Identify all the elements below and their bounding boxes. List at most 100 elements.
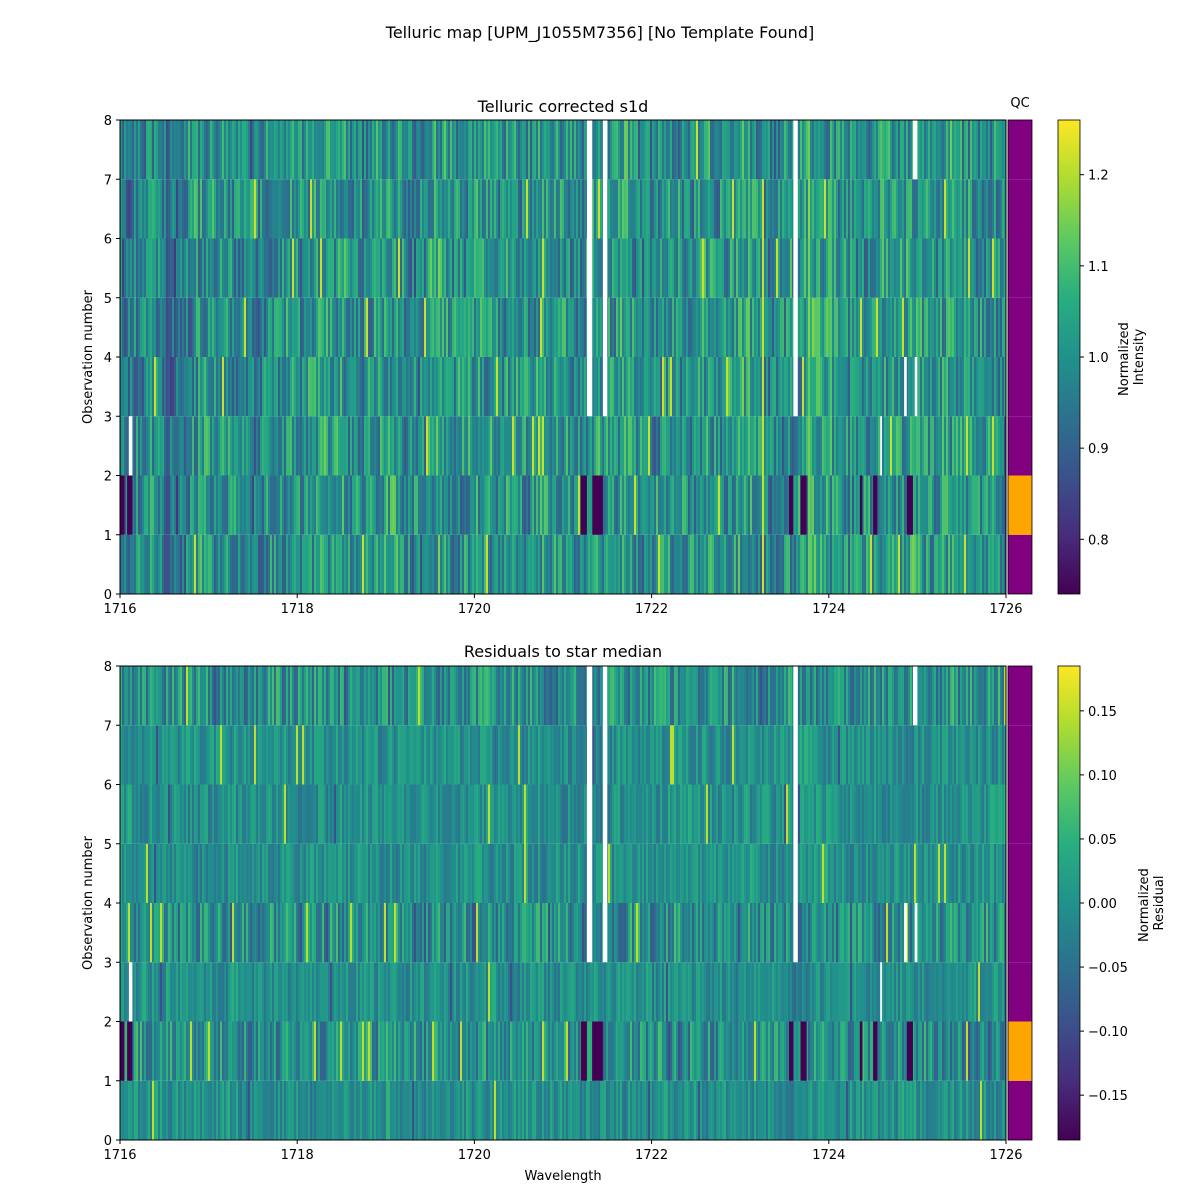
heatmap-cell	[454, 357, 457, 417]
heatmap-cell	[124, 179, 127, 239]
heatmap-cell	[246, 416, 249, 476]
heatmap-cell	[902, 1080, 905, 1140]
heatmap-cell	[1004, 179, 1007, 239]
heatmap-cell	[654, 179, 657, 239]
heatmap-cell	[984, 1080, 987, 1140]
heatmap-cell	[226, 238, 229, 298]
heatmap-cell	[228, 416, 231, 476]
heatmap-cell	[362, 357, 365, 417]
heatmap-cell	[386, 1021, 389, 1081]
heatmap-cell	[148, 297, 151, 357]
heatmap-cell	[776, 416, 779, 476]
heatmap-cell	[422, 534, 425, 594]
heatmap-cell	[626, 357, 629, 417]
heatmap-cell	[870, 238, 873, 298]
heatmap-cell	[128, 297, 131, 357]
heatmap-cell	[414, 1021, 417, 1081]
heatmap-cell	[998, 475, 1001, 535]
heatmap-cell	[910, 120, 913, 180]
heatmap-cell	[560, 1021, 563, 1081]
heatmap-cell	[914, 416, 917, 476]
heatmap-cell	[840, 416, 843, 476]
heatmap-cell	[916, 297, 919, 357]
heatmap-cell	[976, 962, 979, 1022]
heatmap-cell	[902, 962, 905, 1022]
heatmap-cell	[974, 238, 977, 298]
heatmap-cell	[516, 357, 519, 417]
heatmap-cell	[570, 534, 573, 594]
heatmap-cell	[328, 416, 331, 476]
heatmap-cell	[720, 297, 723, 357]
heatmap-cell	[326, 475, 329, 535]
heatmap-cell	[512, 962, 515, 1022]
heatmap-cell	[492, 120, 495, 180]
heatmap-cell	[142, 297, 145, 357]
heatmap-cell	[406, 416, 409, 476]
heatmap-cell	[412, 962, 415, 1022]
heatmap-cell	[968, 534, 971, 594]
heatmap-cell	[814, 475, 817, 535]
heatmap-cell	[702, 475, 705, 535]
heatmap-cell	[876, 238, 879, 298]
heatmap-cell	[910, 297, 913, 357]
heatmap-cell	[298, 238, 301, 298]
heatmap-cell	[180, 238, 183, 298]
heatmap-cell	[322, 297, 325, 357]
heatmap-cell	[898, 1021, 901, 1081]
heatmap-cell	[988, 238, 991, 298]
heatmap-cell	[892, 962, 895, 1022]
heatmap-cell	[414, 416, 417, 476]
heatmap-cell	[124, 475, 127, 535]
heatmap-cell	[162, 962, 165, 1022]
heatmap-cell	[536, 534, 539, 594]
heatmap-cell	[160, 903, 163, 963]
heatmap-cell	[622, 475, 625, 535]
heatmap-cell	[154, 120, 157, 180]
heatmap-cell	[186, 179, 189, 239]
heatmap-cell	[488, 416, 491, 476]
heatmap-cell	[270, 1080, 273, 1140]
heatmap-cell	[884, 475, 887, 535]
heatmap-cell	[860, 1080, 863, 1140]
heatmap-cell	[456, 297, 459, 357]
heatmap-cell	[296, 357, 299, 417]
heatmap-cell	[560, 416, 563, 476]
heatmap-cell	[708, 120, 711, 180]
heatmap-cell	[502, 416, 505, 476]
heatmap-cell	[348, 962, 351, 1022]
heatmap-cell	[140, 1080, 143, 1140]
heatmap-cell	[950, 475, 953, 535]
heatmap-cell	[326, 1021, 329, 1081]
heatmap-cell	[926, 962, 929, 1022]
heatmap-cell	[728, 179, 731, 239]
heatmap-cell	[202, 297, 205, 357]
heatmap-cell	[670, 1080, 673, 1140]
heatmap-cell	[220, 1021, 223, 1081]
heatmap-cell	[398, 475, 401, 535]
heatmap-cell	[892, 120, 895, 180]
heatmap-cell	[440, 475, 443, 535]
heatmap-cell	[736, 1080, 739, 1140]
heatmap-cell	[194, 238, 197, 298]
heatmap-cell	[348, 238, 351, 298]
heatmap-cell	[314, 297, 317, 357]
heatmap-cell	[532, 1021, 535, 1081]
heatmap-cell	[602, 475, 605, 535]
heatmap-cell	[484, 1021, 487, 1081]
heatmap-cell	[300, 297, 303, 357]
heatmap-cell	[464, 962, 467, 1022]
heatmap-cell	[660, 297, 663, 357]
heatmap-cell	[190, 1080, 193, 1140]
heatmap-cell	[754, 1021, 757, 1081]
heatmap-cell	[958, 357, 961, 417]
heatmap-cell	[486, 238, 489, 298]
heatmap-cell	[756, 534, 759, 594]
heatmap-cell	[434, 120, 437, 180]
heatmap-cell	[492, 534, 495, 594]
heatmap-cell	[454, 297, 457, 357]
heatmap-cell	[892, 357, 895, 417]
heatmap-cell	[236, 475, 239, 535]
heatmap-cell	[992, 962, 995, 1022]
heatmap-cell	[430, 1080, 433, 1140]
heatmap-cell	[980, 416, 983, 476]
